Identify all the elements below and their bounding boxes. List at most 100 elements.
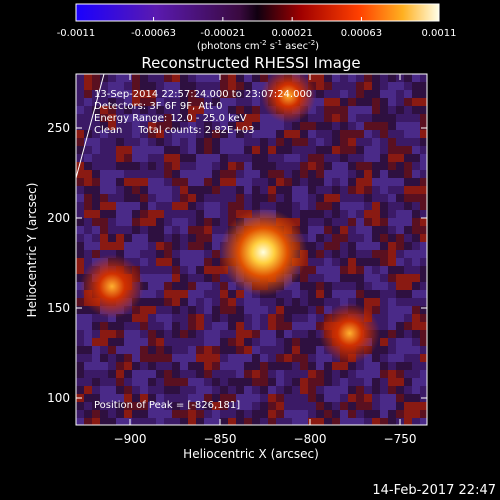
heatmap-cell [236,378,244,386]
heatmap-cell [372,74,380,82]
heatmap-cell [244,122,252,130]
heatmap-cell [76,282,84,290]
heatmap-cell [156,130,164,138]
heatmap-cell [124,402,132,410]
heatmap-cell [300,394,308,402]
heatmap-cell [100,378,108,386]
heatmap-cell [252,194,260,202]
heatmap-cell [276,410,284,418]
heatmap-cell [116,338,124,346]
heatmap-cell [140,226,148,234]
heatmap-cell [292,314,300,322]
heatmap-cell [100,218,108,226]
heatmap-cell [188,402,196,410]
heatmap-cell [332,146,340,154]
heatmap-cell [324,114,332,122]
heatmap-cell [388,370,396,378]
heatmap-cell [220,218,228,226]
heatmap-cell [356,386,364,394]
heatmap-cell [204,298,212,306]
heatmap-cell [268,402,276,410]
heatmap-cell [188,258,196,266]
heatmap-cell [388,410,396,418]
heatmap-cell [164,290,172,298]
heatmap-cell [356,410,364,418]
heatmap-cell [140,106,148,114]
heatmap-cell [236,418,244,425]
heatmap-cell [324,146,332,154]
heatmap-cell [172,418,180,425]
heatmap-cell [412,338,420,346]
heatmap-cell [116,250,124,258]
heatmap-cell [172,306,180,314]
heatmap-cell [284,362,292,370]
heatmap-cell [364,106,372,114]
heatmap-cell [244,386,252,394]
heatmap-cell [292,410,300,418]
heatmap-cell [276,178,284,186]
heatmap-cell [164,130,172,138]
heatmap-cell [84,154,92,162]
heatmap-cell [420,330,427,338]
heatmap-cell [236,410,244,418]
heatmap-cell [156,186,164,194]
heatmap-cell [324,74,332,82]
heatmap-cell [380,98,388,106]
heatmap-cell [148,418,156,425]
heatmap-cell [324,362,332,370]
heatmap-cell [76,250,84,258]
heatmap-cell [172,242,180,250]
heatmap-cell [124,314,132,322]
heatmap-cell [164,226,172,234]
heatmap-cell [140,98,148,106]
secondary-source [80,254,144,319]
heatmap-cell [180,98,188,106]
heatmap-cell [404,346,412,354]
heatmap-cell [156,322,164,330]
heatmap-cell [132,162,140,170]
heatmap-cell [372,82,380,90]
heatmap-cell [380,370,388,378]
heatmap-cell [300,410,308,418]
heatmap-cell [316,210,324,218]
heatmap-cell [220,194,228,202]
heatmap-cell [284,298,292,306]
heatmap-cell [92,138,100,146]
heatmap-cell [84,306,92,314]
heatmap-cell [420,186,427,194]
heatmap-cell [324,258,332,266]
heatmap-cell [76,290,84,298]
heatmap-cell [308,210,316,218]
annotations: 13-Sep-2014 22:57:24.000 to 23:07:24.000… [94,89,312,136]
heatmap-cell [132,186,140,194]
heatmap-cell [180,82,188,90]
heatmap-cell [284,130,292,138]
heatmap-cell [396,394,404,402]
heatmap-cell [324,98,332,106]
heatmap-cell [100,194,108,202]
heatmap-cell [236,370,244,378]
heatmap-cell [420,130,427,138]
heatmap-cell [204,346,212,354]
heatmap-cell [340,122,348,130]
heatmap-cell [196,138,204,146]
heatmap-cell [116,402,124,410]
heatmap-cell [356,250,364,258]
heatmap-cell [172,114,180,122]
heatmap-cell [292,298,300,306]
heatmap-cell [300,354,308,362]
heatmap-cell [156,98,164,106]
heatmap-cell [324,306,332,314]
heatmap-cell [228,386,236,394]
heatmap-cell [212,122,220,130]
heatmap-cell [76,130,84,138]
heatmap-cell [156,250,164,258]
heatmap-cell [364,290,372,298]
heatmap-cell [260,338,268,346]
heatmap-cell [340,114,348,122]
heatmap-cell [316,130,324,138]
heatmap-cell [212,114,220,122]
colorbar-tick-label: -0.00021 [200,28,245,39]
heatmap-cell [100,202,108,210]
heatmap-cell [412,346,420,354]
